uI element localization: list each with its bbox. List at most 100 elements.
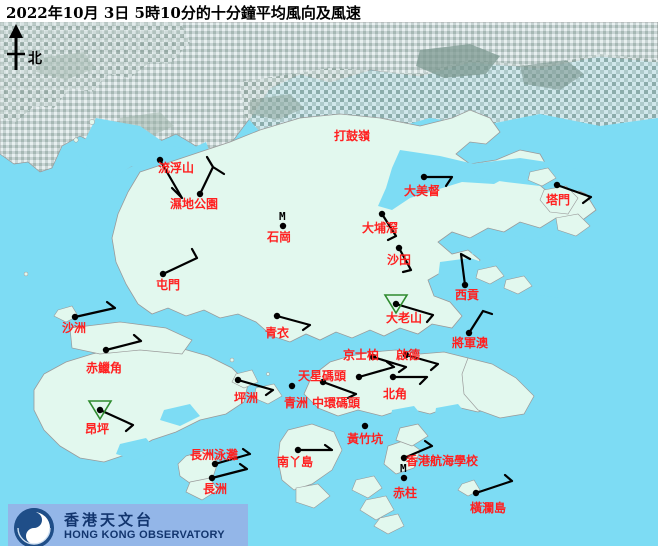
wind-barb bbox=[210, 462, 249, 480]
station-label: 赤鱲角 bbox=[86, 361, 123, 375]
station-label: 天星碼頭 bbox=[298, 369, 347, 383]
map-canvas[interactable]: 北 流浮山 濕地公園 打鼓嶺 石崗 M 屯門 大美督 塔門 大埔滘 沙田 西貢 大老山 將軍澳 沙洲 赤鱲角… bbox=[0, 22, 658, 546]
station-label: 沙田 bbox=[387, 253, 412, 267]
station-label: 將軍澳 bbox=[452, 336, 489, 350]
station-dot-icon[interactable] bbox=[553, 181, 561, 189]
station-dot-icon[interactable] bbox=[461, 281, 469, 289]
station-dot-icon[interactable] bbox=[420, 173, 428, 181]
wind-barb bbox=[467, 309, 494, 335]
station-label: 香港航海學校 bbox=[406, 454, 479, 468]
hko-name-zh: 香港天文台 bbox=[64, 511, 155, 529]
wind-barb bbox=[371, 355, 408, 374]
wind-barb bbox=[357, 360, 396, 379]
station-label: 打鼓嶺 bbox=[334, 129, 371, 143]
station-dot-icon[interactable] bbox=[71, 313, 79, 321]
station-label: 長洲泳灘 bbox=[190, 448, 239, 462]
station-dot-icon[interactable] bbox=[159, 270, 167, 278]
station-dot-icon[interactable] bbox=[234, 376, 242, 384]
station-dot-icon[interactable] bbox=[279, 222, 287, 230]
wind-barb bbox=[213, 447, 252, 466]
station-dot-icon[interactable] bbox=[102, 346, 110, 354]
station-label: 長洲 bbox=[203, 482, 228, 496]
missing-data-marker: M bbox=[279, 210, 286, 223]
wind-barb-layer bbox=[73, 155, 593, 495]
station-dot-icon[interactable] bbox=[361, 422, 369, 430]
hko-logo: 香港天文台 HONG KONG OBSERVATORY bbox=[8, 504, 248, 546]
title-bar: 2022年10月 3日 5時10分的十分鐘平均風向及風速 bbox=[0, 0, 658, 22]
station-dot-icon[interactable] bbox=[355, 373, 363, 381]
wind-barb bbox=[404, 353, 440, 372]
station-label: 北角 bbox=[383, 387, 408, 401]
station-label: 青洲 bbox=[284, 396, 309, 410]
hko-name-en: HONG KONG OBSERVATORY bbox=[64, 529, 225, 541]
station-label: 赤柱 bbox=[393, 486, 418, 500]
station-label: 西貢 bbox=[455, 288, 480, 302]
wind-barb bbox=[391, 375, 429, 386]
wind-barb bbox=[397, 246, 413, 274]
wind-barb bbox=[236, 378, 275, 397]
station-label: 流浮山 bbox=[158, 161, 195, 175]
station-marker-layer bbox=[71, 156, 561, 497]
north-label: 北 bbox=[28, 51, 42, 67]
station-dot-icon[interactable] bbox=[96, 406, 104, 414]
hko-swirl-icon bbox=[14, 508, 54, 546]
station-label: 大埔滘 bbox=[362, 221, 399, 235]
station-dot-icon[interactable] bbox=[294, 446, 302, 454]
wind-barb bbox=[321, 380, 358, 400]
station-label: 塔門 bbox=[546, 193, 571, 207]
station-label: 青衣 bbox=[265, 326, 290, 340]
missing-data-marker: M bbox=[400, 462, 407, 475]
station-label: 南丫島 bbox=[277, 455, 314, 469]
station-dot-icon[interactable] bbox=[402, 351, 410, 359]
wind-barb bbox=[275, 314, 312, 332]
wind-barb bbox=[296, 443, 334, 452]
station-dot-icon[interactable] bbox=[196, 190, 204, 198]
station-label: 昂坪 bbox=[85, 422, 110, 436]
station-dot-icon[interactable] bbox=[472, 489, 480, 497]
station-dot-icon[interactable] bbox=[319, 378, 327, 386]
wind-barb bbox=[98, 408, 135, 433]
station-dot-icon[interactable] bbox=[208, 474, 216, 482]
station-dot-icon[interactable] bbox=[211, 460, 219, 468]
station-label: 京士柏 bbox=[343, 348, 380, 362]
station-dot-icon[interactable] bbox=[395, 244, 403, 252]
wind-barb bbox=[555, 183, 593, 205]
wind-barb bbox=[73, 300, 117, 319]
station-dot-icon[interactable] bbox=[288, 382, 296, 390]
station-dot-icon[interactable] bbox=[156, 156, 164, 164]
elevated-station-icon[interactable] bbox=[383, 294, 409, 315]
station-dot-icon[interactable] bbox=[389, 373, 397, 381]
hong-kong-island-landmass bbox=[303, 349, 535, 475]
station-dot-icon[interactable] bbox=[273, 312, 281, 320]
station-label: 啟德 bbox=[396, 348, 421, 362]
lantau-island-landmass bbox=[33, 321, 249, 463]
wind-barb bbox=[380, 212, 398, 242]
wind-barb bbox=[158, 158, 184, 200]
wind-barb bbox=[422, 175, 454, 188]
new-territories-landmass bbox=[111, 109, 600, 343]
station-dot-icon[interactable] bbox=[369, 353, 377, 361]
station-label: 大美督 bbox=[404, 184, 441, 198]
wind-barb bbox=[474, 473, 514, 495]
station-label: 屯門 bbox=[156, 278, 181, 292]
wind-barb bbox=[198, 155, 226, 196]
station-dot-icon[interactable] bbox=[392, 300, 400, 308]
wind-barb bbox=[459, 252, 472, 287]
wind-barb bbox=[104, 333, 143, 352]
station-dot-icon[interactable] bbox=[400, 454, 408, 462]
station-label: 坪洲 bbox=[234, 391, 259, 405]
station-label: 濕地公園 bbox=[170, 197, 219, 211]
station-dot-icon[interactable] bbox=[378, 210, 386, 218]
page-title: 2022年10月 3日 5時10分的十分鐘平均風向及風速 bbox=[6, 4, 361, 22]
north-arrow-icon bbox=[7, 24, 25, 70]
station-label: 沙洲 bbox=[62, 321, 87, 335]
map-graphics bbox=[0, 22, 658, 546]
station-dot-icon[interactable] bbox=[400, 474, 408, 482]
station-label: 黃竹坑 bbox=[347, 432, 384, 446]
wind-barb bbox=[161, 247, 199, 276]
station-dot-icon[interactable] bbox=[465, 329, 473, 337]
station-label: 石崗 bbox=[267, 230, 292, 244]
outlying-islands bbox=[23, 119, 481, 535]
elevated-station-icon[interactable] bbox=[87, 400, 113, 421]
